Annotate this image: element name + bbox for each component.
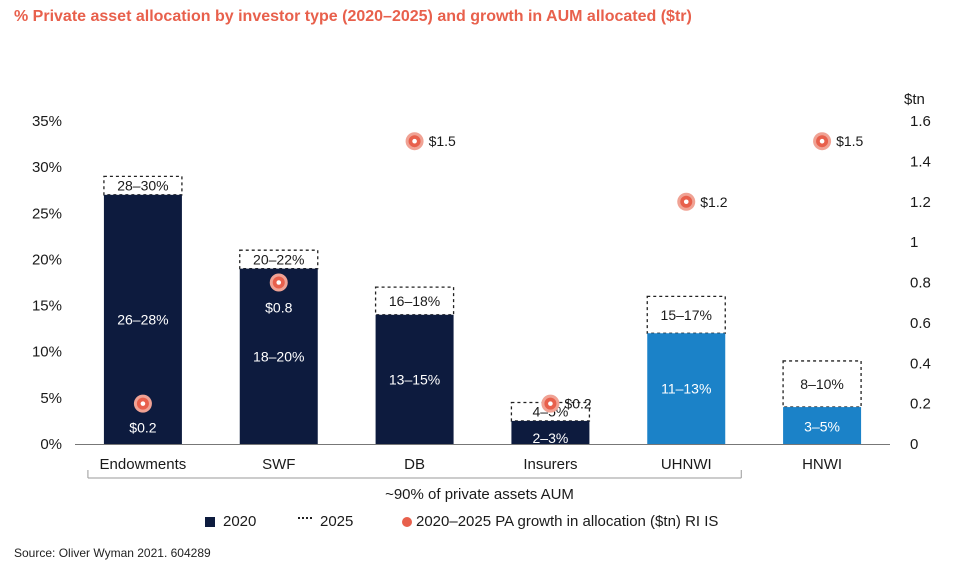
y-left-tick-label: 35% <box>32 113 62 130</box>
x-tick-label: HNWI <box>802 456 842 473</box>
growth-label: $1.5 <box>429 133 456 149</box>
y-right-tick-label: 0.2 <box>910 396 931 413</box>
growth-marker-center <box>276 280 282 285</box>
y-right-tick-label: 0 <box>910 436 918 453</box>
bracket-label: ~90% of private assets AUM <box>385 486 574 503</box>
bar-2025 <box>646 295 726 334</box>
legend-label-growth: 2020–2025 PA growth in allocation ($tn) … <box>416 513 719 530</box>
bar-2020 <box>375 314 454 444</box>
x-tick-label: DB <box>404 456 425 473</box>
y-left-tick-label: 25% <box>32 205 62 222</box>
y-right-tick-label: 1.2 <box>910 194 931 211</box>
growth-label: $0.2 <box>129 420 156 436</box>
y-left-tick-label: 15% <box>32 298 62 315</box>
bar-2025-label: 15–17% <box>661 307 712 323</box>
bar-2025-label: 16–18% <box>389 293 440 309</box>
x-tick-label: Insurers <box>523 456 577 473</box>
bar-2025-label: 28–30% <box>117 178 168 194</box>
bar-2020-label: 3–5% <box>804 419 840 435</box>
legend-label-2020: 2020 <box>223 513 257 530</box>
y-right-tick-label: 1 <box>910 234 918 251</box>
y-right-tick-label: 1.4 <box>910 153 931 170</box>
growth-marker-center <box>548 401 553 406</box>
bar-2020-label: 26–28% <box>117 311 168 327</box>
growth-label: $1.5 <box>836 133 863 149</box>
legend-item-2020: 2020 <box>205 513 256 530</box>
y-right-tick-label: 0.6 <box>910 315 931 332</box>
bar-2020-label: 18–20% <box>253 348 304 364</box>
y-right-tick-label: 0.4 <box>910 355 931 372</box>
growth-label: $0.2 <box>564 396 591 412</box>
y-left-tick-label: 10% <box>32 344 62 361</box>
bar-2020 <box>783 407 862 444</box>
bar-2025-label: 20–22% <box>253 251 304 267</box>
y-right-tick-label: 0.8 <box>910 275 931 292</box>
y-left-tick-label: 30% <box>32 159 62 176</box>
x-tick-label: SWF <box>262 456 295 473</box>
growth-marker-center <box>412 138 417 144</box>
y-right-tick-label: 1.6 <box>910 113 931 130</box>
growth-marker-center <box>140 401 146 406</box>
y-right-unit-label: $tn <box>904 91 925 108</box>
bar-2025-label: 8–10% <box>800 376 844 392</box>
bar-2020-label: 13–15% <box>389 371 440 387</box>
growth-label: $1.2 <box>700 194 727 210</box>
growth-label: $0.8 <box>265 300 292 316</box>
x-tick-label: UHNWI <box>661 456 712 473</box>
bar-2020 <box>647 333 726 444</box>
legend-swatch-2025 <box>298 516 312 527</box>
chart-title: % Private asset allocation by investor t… <box>14 8 692 25</box>
bar-2025 <box>103 175 183 196</box>
growth-marker-center <box>819 138 825 144</box>
legend-swatch-growth <box>402 516 412 527</box>
bar-2025 <box>239 249 319 270</box>
growth-marker-center <box>683 199 689 205</box>
y-left-tick-label: 0% <box>40 436 62 453</box>
legend-swatch-2020 <box>205 516 215 527</box>
bar-2020 <box>239 268 318 444</box>
bar-2020-label: 2–3% <box>533 430 569 446</box>
bar-2020 <box>511 420 590 444</box>
legend-label-2025: 2025 <box>320 513 354 530</box>
x-tick-label: Endowments <box>100 456 187 473</box>
y-left-tick-label: 20% <box>32 251 62 268</box>
bar-2020-label: 11–13% <box>661 381 711 397</box>
y-left-tick-label: 5% <box>40 390 62 407</box>
legend-item-growth: 2020–2025 PA growth in allocation ($tn) … <box>402 513 718 530</box>
legend-item-2025: 2025 <box>298 513 353 530</box>
source-note: Source: Oliver Wyman 2021. 604289 <box>14 546 211 560</box>
